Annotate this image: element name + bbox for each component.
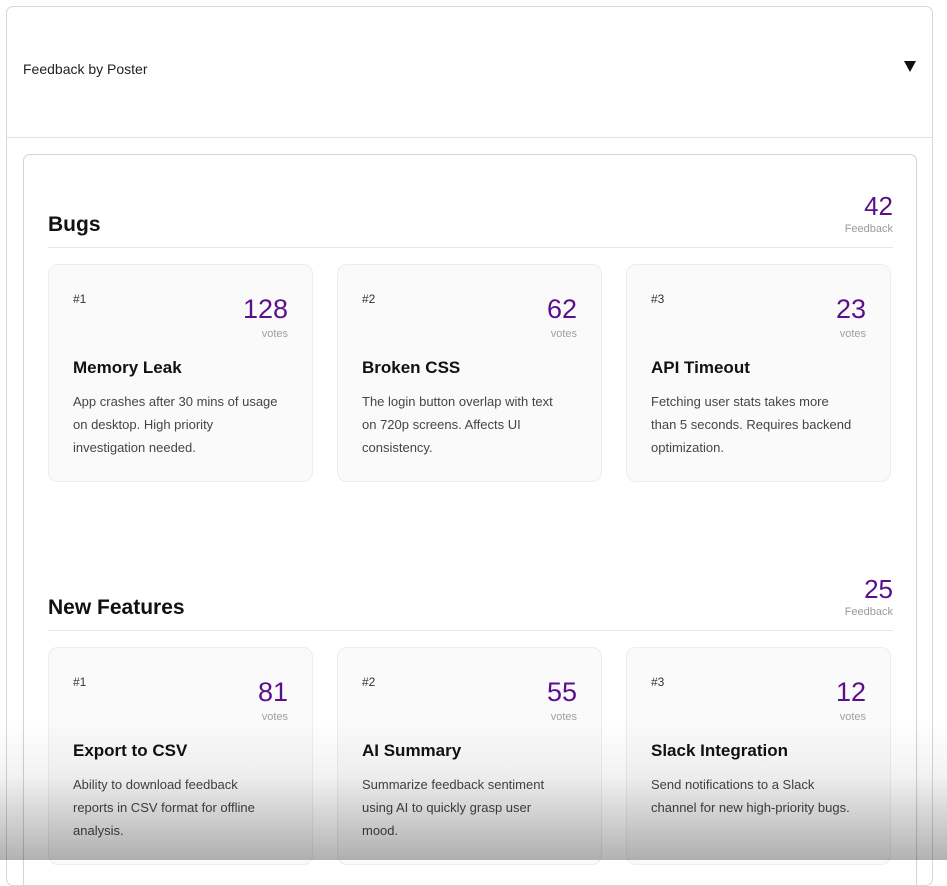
card-description: Summarize feedback sentiment using AI to… <box>362 777 545 838</box>
feedback-accordion: Feedback by Poster Bugs 42 Feedback #1 1… <box>6 6 933 886</box>
vote-label: votes <box>550 711 577 723</box>
feedback-panel: Bugs 42 Feedback #1 128 votes Memory Lea… <box>23 154 917 885</box>
vote-label: votes <box>839 328 866 340</box>
feedback-card[interactable]: #2 62 votes Broken CSS The login button … <box>337 264 602 482</box>
vote-label: votes <box>261 711 288 723</box>
accordion-header[interactable]: Feedback by Poster <box>7 7 932 138</box>
section-title: New Features <box>48 596 185 619</box>
card-title: Memory Leak <box>73 358 182 377</box>
section-count-label: Feedback <box>844 223 893 235</box>
card-description: Fetching user stats takes more than 5 se… <box>651 394 852 455</box>
card-grid: #1 128 votes Memory Leak App crashes aft… <box>48 264 893 484</box>
card-description: App crashes after 30 mins of usage on de… <box>73 394 278 455</box>
card-title: AI Summary <box>362 741 462 760</box>
vote-count: 23 <box>835 294 866 324</box>
card-description: The login button overlap with text on 72… <box>362 394 553 455</box>
card-title: Slack Integration <box>651 741 788 760</box>
feedback-card[interactable]: #3 12 votes Slack Integration Send notif… <box>626 647 891 865</box>
card-rank: #2 <box>362 675 376 689</box>
section-count: 42 <box>864 191 893 221</box>
section-header: Bugs 42 Feedback <box>48 191 893 248</box>
vote-count: 81 <box>257 677 288 707</box>
feedback-card[interactable]: #1 81 votes Export to CSV Ability to dow… <box>48 647 313 865</box>
feedback-card[interactable]: #3 23 votes API Timeout Fetching user st… <box>626 264 891 482</box>
vote-count: 128 <box>242 294 288 324</box>
card-title: Export to CSV <box>73 741 188 760</box>
section-count: 25 <box>864 574 893 604</box>
section-header: New Features 25 Feedback <box>48 574 893 631</box>
card-grid: #1 81 votes Export to CSV Ability to dow… <box>48 647 893 867</box>
section-title: Bugs <box>48 213 101 236</box>
vote-label: votes <box>550 328 577 340</box>
card-rank: #3 <box>651 292 665 306</box>
card-rank: #1 <box>73 292 87 306</box>
accordion-title: Feedback by Poster <box>23 61 148 77</box>
feedback-card[interactable]: #2 55 votes AI Summary Summarize feedbac… <box>337 647 602 865</box>
card-description: Send notifications to a Slack channel fo… <box>651 777 850 815</box>
card-title: Broken CSS <box>362 358 461 377</box>
card-rank: #1 <box>73 675 87 689</box>
section-count-label: Feedback <box>844 606 893 618</box>
vote-count: 62 <box>546 294 577 324</box>
card-rank: #2 <box>362 292 376 306</box>
triangle-down-icon[interactable] <box>904 61 916 72</box>
vote-count: 12 <box>835 677 866 707</box>
section-bugs: Bugs 42 Feedback #1 128 votes Memory Lea… <box>48 191 893 484</box>
vote-label: votes <box>261 328 288 340</box>
card-title: API Timeout <box>651 358 750 377</box>
card-description: Ability to download feedback reports in … <box>73 777 255 838</box>
vote-label: votes <box>839 711 866 723</box>
vote-count: 55 <box>546 677 577 707</box>
feedback-card[interactable]: #1 128 votes Memory Leak App crashes aft… <box>48 264 313 482</box>
section-new-features: New Features 25 Feedback #1 81 votes Exp… <box>48 574 893 867</box>
card-rank: #3 <box>651 675 665 689</box>
